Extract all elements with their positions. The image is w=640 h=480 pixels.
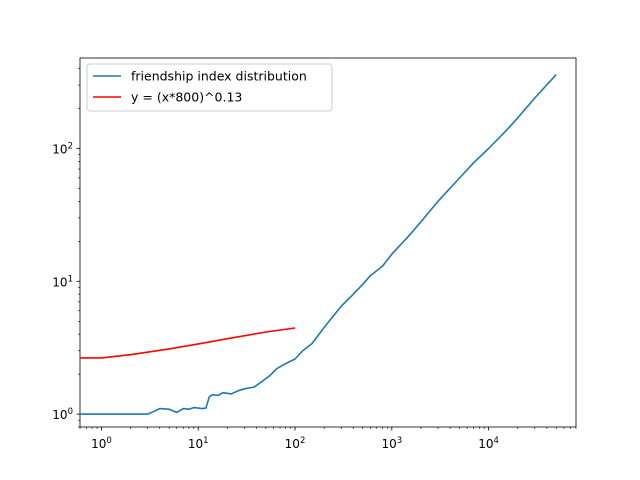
y-tick-base: 10: [52, 142, 67, 156]
x-tick-label: 103: [381, 436, 402, 451]
y-tick-exponent: 2: [68, 141, 73, 151]
legend: friendship index distribution y = (x*800…: [86, 63, 333, 112]
y-tick-label: 102: [52, 141, 73, 156]
y-tick-base: 10: [52, 408, 67, 422]
series-layer: [80, 74, 557, 415]
y-tick-exponent: 0: [68, 407, 73, 417]
x-tick-base: 10: [285, 437, 300, 451]
legend-box: [86, 63, 333, 112]
y-tick-exponent: 1: [68, 274, 73, 284]
x-tick-exponent: 4: [494, 436, 499, 446]
x-tick-base: 10: [188, 437, 203, 451]
x-tick-exponent: 2: [300, 436, 305, 446]
x-tick-exponent: 0: [106, 436, 111, 446]
x-tick-exponent: 3: [397, 436, 402, 446]
series-line-1: [80, 327, 296, 359]
legend-label-fitted-curve: y = (x*800)^0.13: [131, 90, 242, 105]
y-tick-label: 100: [52, 407, 73, 422]
x-tick-label: 104: [478, 436, 499, 451]
x-tick-label: 101: [188, 436, 209, 451]
x-tick-base: 10: [381, 437, 396, 451]
series-line-0: [80, 74, 557, 415]
x-tick-base: 10: [478, 437, 493, 451]
x-tick-label: 100: [91, 436, 112, 451]
x-tick-base: 10: [91, 437, 106, 451]
x-tick-label: 102: [285, 436, 306, 451]
y-tick-label: 101: [52, 274, 73, 289]
legend-label-friendship-index-distribution: friendship index distribution: [131, 69, 307, 84]
y-tick-base: 10: [52, 275, 67, 289]
x-tick-exponent: 1: [203, 436, 208, 446]
plot-area: [79, 57, 577, 428]
x-axis: 100 101 102 103 104: [79, 427, 577, 451]
